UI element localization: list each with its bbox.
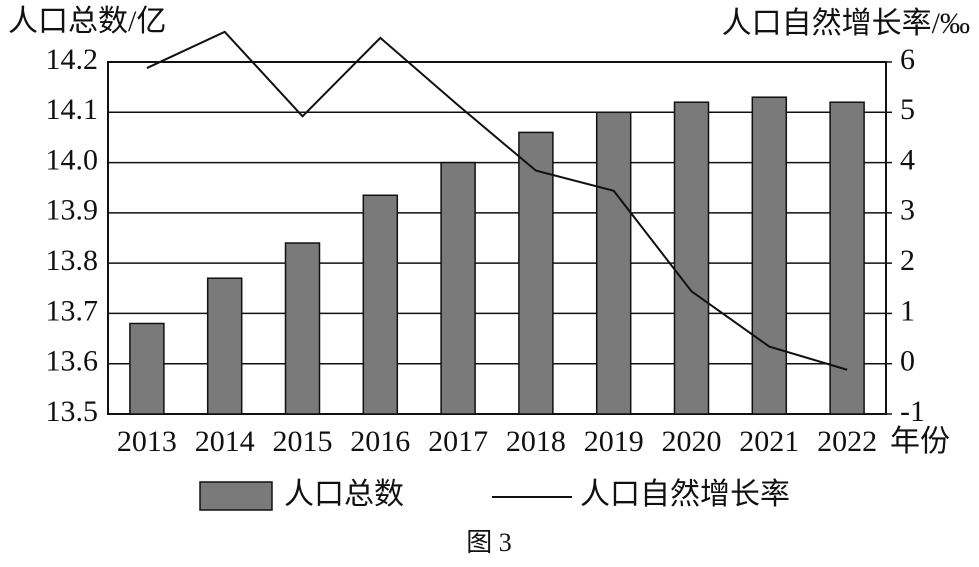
y2-tick-label: 0 bbox=[900, 345, 915, 378]
y-tick-label: 13.7 bbox=[46, 294, 99, 327]
y2-tick-label: 1 bbox=[900, 294, 915, 327]
caption: 图 3 bbox=[466, 528, 512, 557]
y-tick-label: 14.1 bbox=[46, 93, 99, 126]
y-tick-label: 13.8 bbox=[46, 244, 99, 277]
y2-tick-label: -1 bbox=[900, 395, 925, 428]
line bbox=[146, 30, 848, 371]
x-tick-label: 2015 bbox=[273, 425, 333, 458]
bar bbox=[284, 242, 321, 415]
y-tick-label: 13.5 bbox=[46, 395, 99, 428]
bar bbox=[595, 111, 632, 415]
legend-label: 人口自然增长率 bbox=[580, 478, 790, 511]
x-tick-label: 2013 bbox=[117, 425, 177, 458]
x-tick-label: 2016 bbox=[350, 425, 410, 458]
x-tick-label: 2014 bbox=[195, 425, 255, 458]
y-tick-label: 13.9 bbox=[46, 194, 99, 227]
y-tick-label: 14.0 bbox=[46, 143, 99, 176]
x-tick-label: 2022 bbox=[817, 425, 877, 458]
x-tick-label: 2020 bbox=[662, 425, 722, 458]
y2-tick-label: 6 bbox=[900, 43, 915, 76]
y2-tick-label: 5 bbox=[900, 93, 915, 126]
legend-label: 人口总数 bbox=[284, 478, 404, 511]
bar bbox=[518, 131, 554, 415]
y2-tick-label: 2 bbox=[900, 244, 915, 277]
y2-axis-title: 人口自然增长率/‰ bbox=[722, 7, 970, 40]
plot-frame bbox=[107, 61, 887, 415]
bar bbox=[129, 322, 165, 415]
y-tick-label: 14.2 bbox=[46, 43, 99, 76]
bar bbox=[829, 101, 865, 415]
x-tick-label: 2018 bbox=[506, 425, 566, 458]
y2-tick-label: 4 bbox=[900, 143, 915, 176]
bar bbox=[673, 101, 710, 415]
y-tick-label: 13.6 bbox=[46, 345, 99, 378]
bar bbox=[206, 277, 243, 415]
legend-swatch bbox=[199, 481, 273, 511]
bar bbox=[362, 194, 399, 415]
x-tick-label: 2017 bbox=[428, 425, 488, 458]
x-tick-label: 2021 bbox=[739, 425, 799, 458]
y-axis-title: 人口总数/亿 bbox=[8, 5, 166, 38]
bar bbox=[440, 161, 476, 415]
x-axis-title: 年份 bbox=[890, 425, 950, 458]
bar bbox=[751, 96, 788, 415]
y2-tick-label: 3 bbox=[900, 194, 915, 227]
x-tick-label: 2019 bbox=[584, 425, 644, 458]
